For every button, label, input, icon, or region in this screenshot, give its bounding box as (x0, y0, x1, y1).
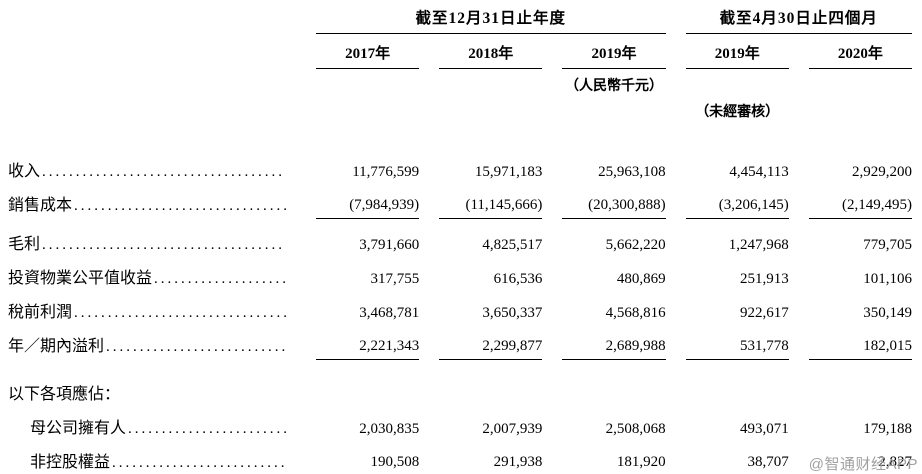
row-label: 毛利 (8, 236, 41, 253)
column-header-2020: 2020年 (808, 34, 912, 69)
cell-value: 2,827 (809, 448, 912, 474)
cell-value: 317,755 (370, 271, 420, 287)
cell-value: 2,929,200 (851, 164, 912, 180)
column-group-interim: 截至4月30日止四個月 (685, 6, 912, 34)
row-label: 非控股權益 (30, 454, 111, 471)
cell-value: 38,707 (686, 448, 789, 474)
cell-value: 616,536 (493, 271, 543, 287)
spacer (8, 360, 912, 374)
leader-dots: ........................................… (74, 198, 286, 214)
cell-value: 531,778 (685, 332, 789, 360)
cell-value: 3,791,660 (359, 237, 420, 253)
cell-value: (2,149,495) (808, 191, 912, 219)
cell-value: 182,015 (808, 332, 912, 360)
row-label: 投資物業公平值收益 (8, 270, 153, 287)
cell-value: (7,984,939) (316, 191, 420, 219)
header-spacer (8, 68, 296, 69)
cell-value: 4,568,816 (605, 305, 666, 321)
cell-value: 101,106 (863, 271, 912, 287)
cell-value: 5,662,220 (605, 237, 666, 253)
leader-dots: ........................................… (106, 339, 286, 355)
leader-dots: ........................................… (74, 305, 286, 321)
cell-value: 181,920 (562, 448, 666, 474)
cell-value: 2,221,343 (316, 332, 420, 360)
cell-value: 179,188 (863, 421, 912, 437)
cell-value: 190,508 (316, 448, 419, 474)
column-header-2018: 2018年 (439, 34, 543, 69)
cell-value: 2,030,835 (359, 421, 420, 437)
header-spacer (8, 33, 296, 34)
cell-value: 2,007,939 (482, 421, 543, 437)
cell-value: 251,913 (740, 271, 789, 287)
leader-dots: ........................................… (112, 455, 286, 471)
spacer (8, 121, 912, 151)
column-header-2017: 2017年 (316, 34, 420, 69)
leader-dots: ........................................… (42, 164, 286, 180)
column-group-annual: 截至12月31日止年度 (316, 6, 666, 34)
currency-note: （人民幣千元） (564, 79, 663, 94)
cell-value: 15,971,183 (474, 164, 543, 180)
cell-value: 3,468,781 (359, 305, 420, 321)
cell-value: 2,508,068 (605, 421, 666, 437)
leader-dots: ........................................… (128, 421, 286, 437)
row-label: 稅前利潤 (8, 304, 73, 321)
cell-value: 350,149 (863, 305, 912, 321)
cell-value: (11,145,666) (439, 191, 543, 219)
cell-value: 11,776,599 (352, 164, 420, 180)
cell-value: 3,650,337 (482, 305, 543, 321)
column-header-2019: 2019年 (562, 34, 666, 69)
cell-value: 291,938 (439, 448, 543, 474)
cell-value: 25,963,108 (598, 164, 666, 180)
cell-value: 2,689,988 (562, 332, 666, 360)
cell-value: 779,705 (863, 237, 912, 253)
cell-value: 922,617 (740, 305, 789, 321)
cell-value: 2,299,877 (439, 332, 543, 360)
cell-value: 4,454,113 (729, 164, 789, 180)
leader-dots: ........................................… (154, 271, 286, 287)
column-header-2019-interim: 2019年 (685, 34, 789, 69)
unaudited-note: （未經審核） (695, 105, 780, 120)
cell-value: 4,825,517 (482, 237, 543, 253)
leader-dots: ........................................… (42, 237, 286, 253)
cell-value: 1,247,968 (728, 237, 789, 253)
cell-value: 493,071 (740, 421, 789, 437)
row-label: 母公司擁有人 (30, 420, 127, 437)
watermark: @智通财经APP (808, 456, 918, 473)
row-label: 以下各項應佔： (8, 386, 121, 403)
row-label: 銷售成本 (8, 197, 73, 214)
cell-value: (3,206,145) (685, 191, 789, 219)
cell-value: (20,300,888) (562, 191, 666, 219)
cell-value: 480,869 (616, 271, 666, 287)
row-label: 收入 (8, 163, 41, 180)
financial-table: 截至12月31日止年度 截至4月30日止四個月 2017年 2018年 2019… (8, 6, 912, 474)
row-label: 年／期內溢利 (8, 338, 105, 355)
